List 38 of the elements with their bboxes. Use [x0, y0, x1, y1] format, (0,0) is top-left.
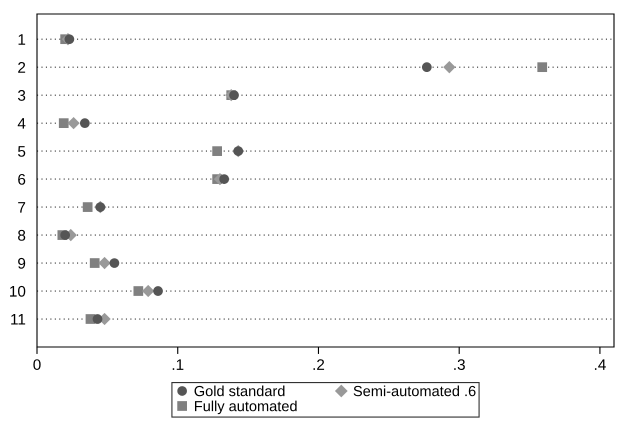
legend-label: Semi-automated .6	[354, 386, 476, 396]
y-tick-label: 9	[18, 258, 26, 269]
point	[82, 202, 93, 212]
x-tick-label: .3	[454, 359, 465, 370]
y-tick-label: 4	[18, 118, 26, 129]
point	[443, 61, 456, 74]
point	[133, 286, 144, 296]
y-tick-label: 6	[18, 174, 26, 185]
point	[153, 286, 163, 296]
x-tick-label: 0	[33, 359, 41, 370]
y-tick-label: 2	[18, 62, 26, 73]
legend-label: Gold standard	[194, 386, 284, 396]
legend-label: Fully automated	[194, 400, 297, 414]
point	[212, 146, 222, 156]
point	[64, 34, 74, 44]
x-tick-label: .4	[594, 359, 606, 370]
y-tick-label: 1	[18, 34, 26, 45]
point	[58, 118, 69, 128]
point	[537, 62, 548, 72]
point	[229, 90, 239, 100]
x-tick-label: .2	[313, 359, 324, 370]
point	[422, 62, 432, 72]
point	[219, 174, 230, 184]
point	[110, 258, 120, 268]
point	[60, 230, 70, 240]
y-tick-label: 7	[18, 202, 26, 213]
y-tick-label: 8	[18, 230, 26, 241]
y-tick-label: 5	[18, 146, 26, 157]
point	[92, 314, 102, 324]
y-tick-label: 3	[18, 90, 26, 101]
point	[67, 116, 80, 130]
point	[80, 118, 90, 128]
point	[142, 284, 154, 298]
y-tick-label: 11	[11, 314, 26, 325]
point	[98, 256, 111, 270]
point	[90, 258, 100, 268]
y-tick-label: 10	[10, 286, 26, 297]
x-tick-label: .1	[172, 359, 184, 370]
